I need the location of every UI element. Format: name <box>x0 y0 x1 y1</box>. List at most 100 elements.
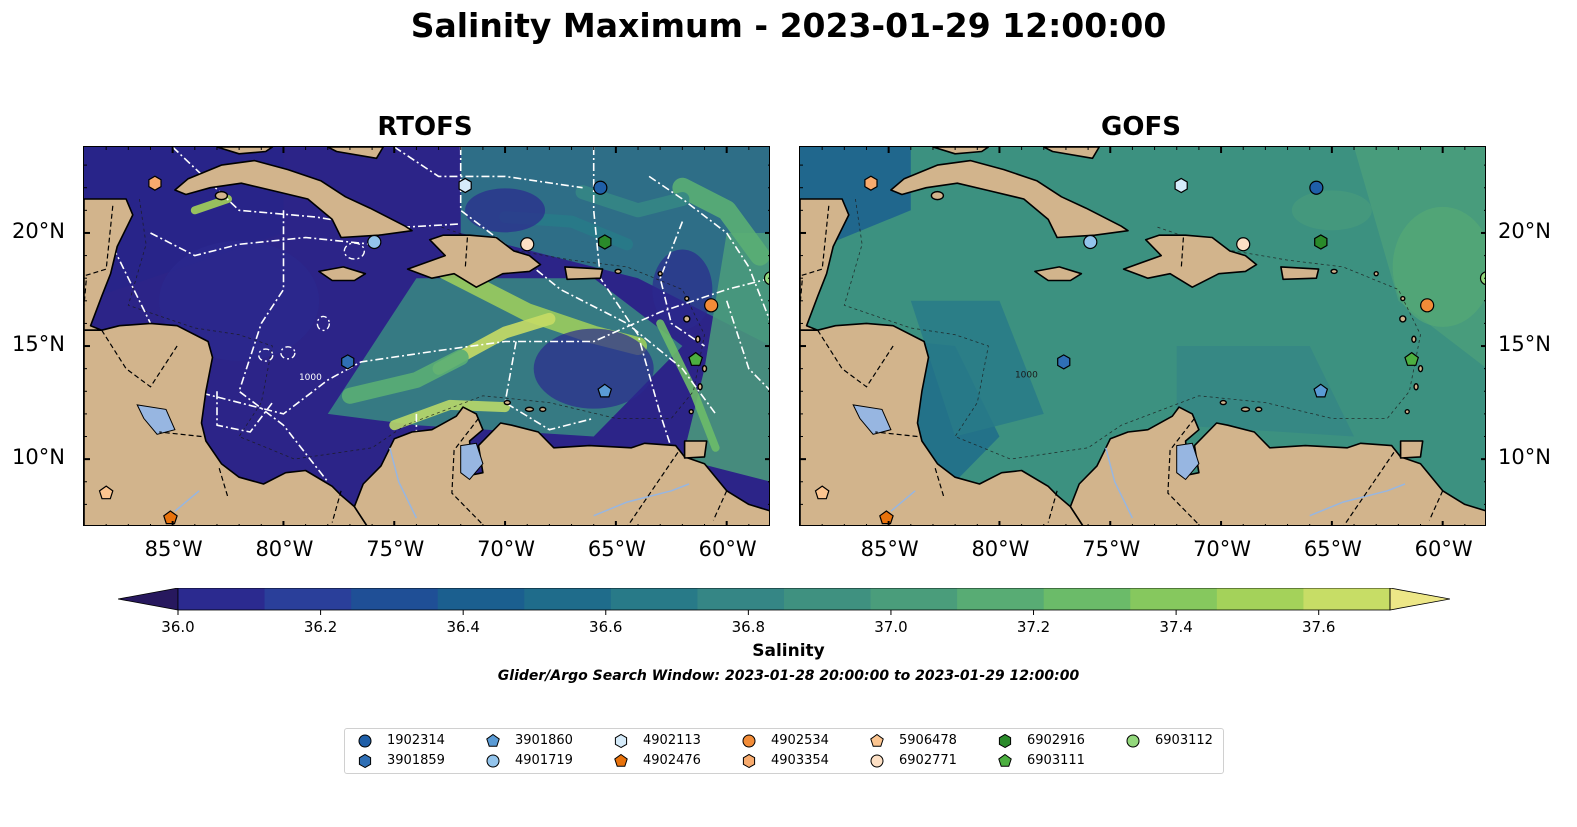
gofs-map-canvas: 1000 <box>800 147 1485 525</box>
land-cuba <box>174 159 413 239</box>
float-marker-4903354 <box>864 175 878 191</box>
land-trinidad <box>1399 440 1424 459</box>
colorbar-tick-label: 36.8 <box>731 618 766 636</box>
float-marker-4902476 <box>163 510 178 525</box>
float-marker-6903112 <box>1479 271 1485 286</box>
legend-label: 5906478 <box>899 733 957 748</box>
land-cuba <box>890 159 1129 239</box>
land-southam <box>353 406 769 525</box>
float-marker-4901719 <box>367 234 382 250</box>
lon-tick-label: 60°W <box>698 537 757 561</box>
lat-tick-label: 15°N <box>1498 332 1551 357</box>
colorbar-tick-label: 36.6 <box>589 618 623 636</box>
lon-tick-label: 75°W <box>366 537 425 561</box>
land-puertorico <box>1280 266 1320 281</box>
svg-text:1000: 1000 <box>299 373 322 383</box>
lon-tick-label: 65°W <box>1303 537 1362 561</box>
lon-tick-label: 75°W <box>1082 537 1141 561</box>
pentagon-marker-icon <box>486 733 500 747</box>
legend-label: 4902476 <box>643 753 701 768</box>
float-marker-3901860 <box>1313 383 1329 398</box>
float-marker-6903111 <box>1404 351 1420 366</box>
circle-marker-icon <box>870 754 884 768</box>
lon-tick-label: 70°W <box>1193 537 1252 561</box>
float-marker-3901859 <box>341 354 355 370</box>
circle-marker-icon <box>486 754 500 768</box>
land-southam <box>1069 406 1485 525</box>
land-puertorico <box>564 266 604 281</box>
lat-tick-label: 15°N <box>12 332 65 357</box>
float-marker-4903354 <box>148 175 162 191</box>
legend-label: 6902771 <box>899 753 957 768</box>
gofs-map: 1000 <box>799 146 1486 526</box>
land-centralam <box>84 322 368 525</box>
legend-label: 6902916 <box>1027 733 1085 748</box>
land-jamaica <box>318 266 367 282</box>
gofs-panel-title: GOFS <box>1101 112 1181 142</box>
legend-label: 4903354 <box>771 753 829 768</box>
float-marker-6902916 <box>598 234 612 250</box>
rtofs-panel-title: RTOFS <box>377 112 473 142</box>
hexagon-marker-icon <box>358 753 372 769</box>
colorbar-canvas <box>117 587 1451 615</box>
legend-label: 4902534 <box>771 733 829 748</box>
float-marker-6903111 <box>688 351 704 366</box>
legend-label: 3901860 <box>515 733 573 748</box>
circle-marker-icon <box>742 734 756 748</box>
land-bahamas <box>1043 147 1101 160</box>
colorbar-tick-label: 37.0 <box>874 618 908 636</box>
lon-tick-label: 80°W <box>971 537 1030 561</box>
float-marker-4902534 <box>704 298 719 313</box>
legend-label: 4901719 <box>515 753 573 768</box>
rtofs-map: 1000 <box>83 146 770 526</box>
colorbar-tick-label: 36.0 <box>161 618 195 636</box>
lon-tick-label: 85°W <box>860 537 919 561</box>
colorbar-tick-label: 37.4 <box>1159 618 1193 636</box>
float-marker-5906478 <box>98 485 114 500</box>
lat-tick-label: 20°N <box>12 218 65 243</box>
float-legend: 1902314 3901859 3901860 4901719 4902113 49024… <box>344 728 1224 774</box>
float-marker-4902113 <box>1174 177 1188 194</box>
land-hispaniola <box>406 234 542 288</box>
svg-text:1000: 1000 <box>1015 371 1038 381</box>
lon-tick-label: 65°W <box>587 537 646 561</box>
colorbar-tick-label: 36.4 <box>446 618 480 636</box>
float-marker-4901719 <box>1083 234 1098 250</box>
circle-marker-icon <box>1126 734 1140 748</box>
lon-tick-label: 85°W <box>144 537 203 561</box>
search-window-text: Glider/Argo Search Window: 2023-01-28 20… <box>497 668 1080 684</box>
float-marker-1902314 <box>593 180 608 195</box>
rtofs-map-canvas: 1000 <box>84 147 769 525</box>
colorbar <box>117 587 1451 622</box>
float-marker-5906478 <box>814 485 830 500</box>
float-marker-3901860 <box>597 383 613 398</box>
float-marker-1902314 <box>1309 180 1324 195</box>
hexagon-marker-icon <box>614 733 628 749</box>
float-marker-6902916 <box>1314 234 1328 250</box>
pentagon-marker-icon <box>614 753 628 767</box>
colorbar-label: Salinity <box>752 641 825 661</box>
legend-label: 6903112 <box>1155 733 1213 748</box>
land-florida <box>216 147 274 155</box>
pentagon-marker-icon <box>870 733 884 747</box>
float-marker-4902476 <box>879 510 894 525</box>
land-trinidad <box>683 440 708 459</box>
float-marker-6903112 <box>763 271 769 286</box>
float-marker-4902534 <box>1420 298 1435 313</box>
land-florida <box>932 147 990 155</box>
lon-tick-label: 70°W <box>477 537 536 561</box>
lon-tick-label: 80°W <box>255 537 314 561</box>
colorbar-tick-label: 37.6 <box>1302 618 1336 636</box>
land-jamaica <box>1034 266 1083 282</box>
figure-title: Salinity Maximum - 2023-01-29 12:00:00 <box>410 6 1167 45</box>
lat-tick-label: 10°N <box>12 445 65 470</box>
lon-tick-label: 60°W <box>1414 537 1473 561</box>
pentagon-marker-icon <box>998 753 1012 767</box>
circle-marker-icon <box>358 734 372 748</box>
lat-tick-label: 20°N <box>1498 218 1551 243</box>
colorbar-tick-label: 37.2 <box>1016 618 1051 636</box>
colorbar-tick-label: 36.2 <box>303 618 338 636</box>
float-marker-6902771 <box>1236 237 1251 252</box>
float-marker-6902771 <box>520 237 535 252</box>
land-centralam <box>800 322 1084 525</box>
